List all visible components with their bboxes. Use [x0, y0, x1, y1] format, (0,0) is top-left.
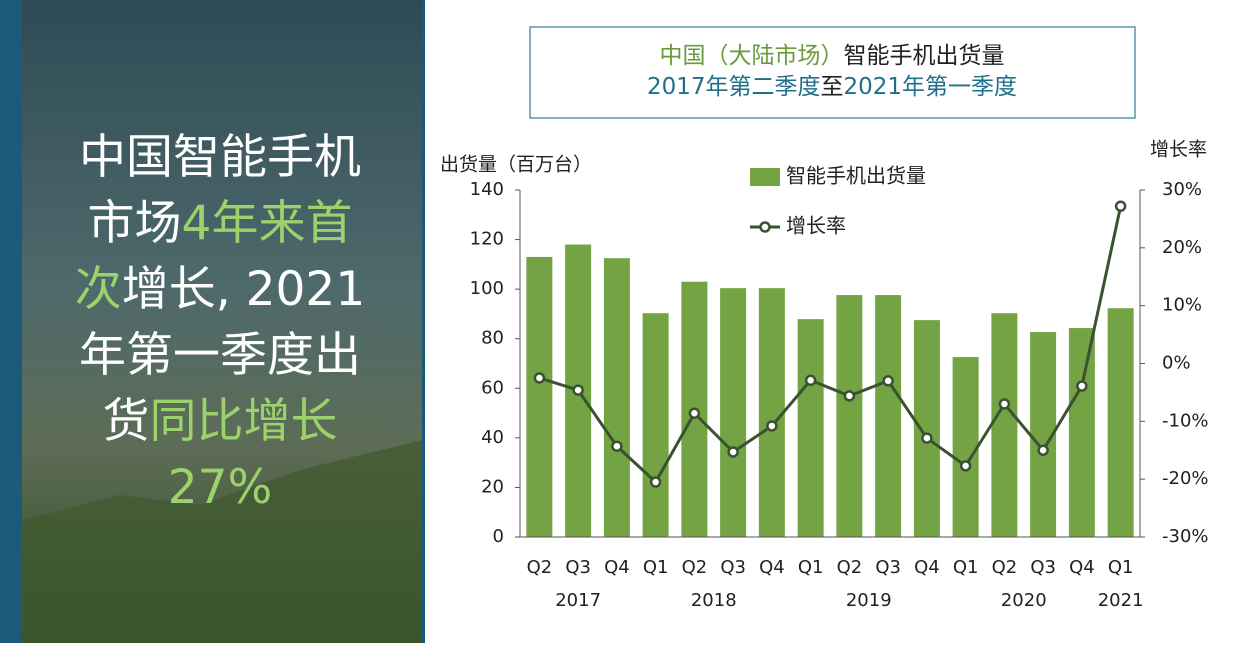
y2-tick-label: 10% — [1162, 295, 1202, 316]
x-tick-label: Q4 — [1069, 557, 1095, 578]
bar — [1068, 328, 1095, 537]
x-tick-label: Q4 — [914, 557, 940, 578]
x-tick-label: Q2 — [527, 557, 553, 578]
chart-title: 2017年第二季度至2021年第一季度 — [647, 74, 1017, 100]
headline-segment: 年第一季度出 — [79, 328, 361, 383]
legend-label: 智能手机出货量 — [786, 164, 926, 188]
y2-tick-label: 20% — [1162, 237, 1202, 258]
headline-line: 次增长, 2021 — [75, 262, 366, 317]
headline-segment: 同比增长 — [150, 394, 338, 449]
title-segment: 2021年第一季度 — [844, 74, 1018, 100]
y-axis-label: 出货量（百万台） — [440, 154, 592, 176]
line-marker — [533, 372, 546, 384]
bar — [913, 320, 940, 537]
line-marker — [649, 476, 662, 488]
title-box — [529, 26, 1136, 119]
legend-swatch — [750, 168, 780, 186]
bar — [952, 357, 979, 537]
headline-segment: 增长, 2021 — [122, 262, 366, 317]
x-tick-label: Q4 — [604, 557, 630, 578]
y2-tick-label: -10% — [1162, 410, 1209, 431]
y-tick-label: 100 — [470, 278, 504, 299]
landscape — [22, 440, 422, 643]
headline-segment: 货 — [103, 394, 150, 449]
x-tick-label: Q3 — [720, 557, 746, 578]
headline-line: 市场4年来首 — [88, 196, 353, 251]
line-marker — [1076, 380, 1088, 392]
x-tick-label: Q1 — [798, 557, 824, 578]
bar — [836, 295, 863, 537]
y-tick-label: 20 — [481, 476, 504, 497]
headline-segment: 市场 — [88, 196, 182, 251]
line-marker — [611, 440, 623, 452]
bar — [526, 256, 553, 537]
title-segment: 2017年第二季度 — [647, 74, 821, 100]
bar — [1107, 308, 1134, 537]
line-marker — [1114, 200, 1127, 212]
line-marker — [921, 432, 933, 444]
y-tick-label: 80 — [481, 328, 504, 349]
line-marker — [998, 398, 1011, 410]
line-marker — [766, 420, 778, 432]
y-tick-label: 140 — [470, 179, 504, 200]
y2-tick-label: 0% — [1162, 353, 1191, 374]
bar — [758, 288, 785, 537]
y-tick-label: 40 — [481, 427, 504, 448]
bar — [642, 313, 669, 537]
title-segment: 至 — [821, 74, 844, 100]
x-tick-label: Q3 — [875, 557, 901, 578]
line-marker — [959, 460, 972, 472]
line-marker — [727, 446, 739, 458]
x-tick-label: Q2 — [682, 557, 708, 578]
x-tick-label: Q1 — [1108, 557, 1134, 578]
x-tick-label: Q1 — [953, 557, 979, 578]
y2-axis-label: 增长率 — [1150, 139, 1207, 161]
headline-segment: 4年来首 — [182, 196, 353, 251]
x-tick-label: Q3 — [565, 557, 591, 578]
line-marker — [572, 384, 584, 396]
x-tick-label: Q4 — [759, 557, 785, 578]
headline-segment: 27% — [168, 460, 272, 515]
year-label: 2021 — [1098, 590, 1144, 611]
legend-marker — [759, 221, 771, 233]
y-tick-label: 0 — [493, 526, 504, 547]
year-label: 2019 — [846, 590, 892, 611]
chart-title: 中国（大陆市场）智能手机出货量 — [660, 43, 1005, 69]
headline-line: 中国智能手机 — [79, 130, 361, 185]
x-tick-label: Q3 — [1030, 557, 1056, 578]
growth-line — [538, 205, 1123, 485]
year-label: 2017 — [555, 590, 601, 611]
line-marker — [882, 375, 894, 387]
headline-line: 货同比增长 — [103, 394, 338, 449]
title-segment: 智能手机出货量 — [844, 43, 1005, 69]
bar — [603, 258, 630, 537]
headline-segment: 中国智能手机 — [79, 130, 361, 185]
legend-label: 增长率 — [786, 214, 846, 238]
bar — [991, 313, 1018, 537]
x-tick-label: Q2 — [992, 557, 1018, 578]
headline-segment: 次 — [75, 262, 122, 317]
headline-line: 27% — [168, 460, 272, 515]
y-tick-label: 60 — [481, 377, 504, 398]
x-tick-label: Q1 — [643, 557, 669, 578]
bar — [875, 295, 902, 537]
bar — [720, 288, 747, 537]
y2-tick-label: -30% — [1162, 526, 1209, 547]
line-marker — [688, 407, 701, 419]
bar — [797, 319, 824, 537]
y-tick-label: 120 — [470, 229, 504, 250]
year-label: 2018 — [691, 590, 737, 611]
headline-line: 年第一季度出 — [79, 328, 361, 383]
line-marker — [1037, 444, 1049, 456]
y2-tick-label: 30% — [1162, 179, 1202, 200]
title-segment: 中国（大陆市场） — [660, 43, 844, 69]
year-label: 2020 — [1001, 590, 1047, 611]
line-marker — [804, 374, 817, 387]
line-marker — [843, 390, 856, 402]
x-tick-label: Q2 — [837, 557, 863, 578]
y2-tick-label: -20% — [1162, 468, 1209, 489]
